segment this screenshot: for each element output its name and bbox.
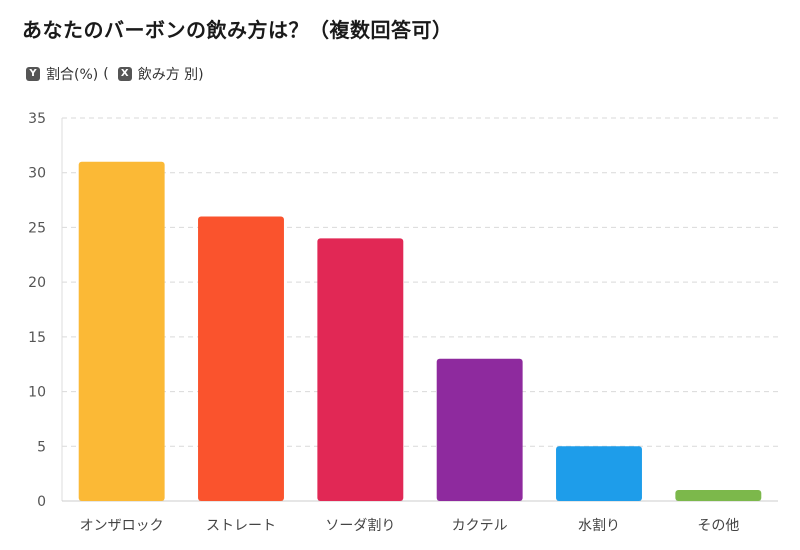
- x-axis-legend-label: 飲み方 別): [137, 67, 204, 83]
- y-tick-label: 25: [28, 220, 46, 236]
- bar: [675, 490, 762, 501]
- x-axis-key-badge: X: [117, 67, 132, 81]
- x-category-label: ソーダ割り: [325, 517, 395, 534]
- y-axis-legend-label: 割合(%): [46, 67, 99, 83]
- x-category-label: オンザロック: [80, 518, 164, 534]
- y-tick-label: 5: [37, 439, 46, 455]
- y-axis-key-badge: Y: [26, 67, 40, 81]
- bar: [436, 358, 523, 501]
- x-category-label: ストレート: [206, 518, 276, 534]
- y-tick-label: 0: [37, 494, 46, 510]
- y-tick-label: 15: [28, 330, 46, 346]
- bar: [198, 216, 284, 501]
- legend: Y 割合(%) ( X 飲み方 別): [26, 64, 204, 84]
- x-category-label: カクテル: [452, 518, 508, 534]
- y-tick-label: 30: [28, 166, 46, 182]
- bar: [556, 446, 642, 501]
- y-tick-label: 10: [28, 385, 46, 401]
- legend-paren: (: [103, 66, 109, 82]
- x-category-label: その他: [697, 518, 739, 534]
- chart-title: あなたのバーボンの飲み方は？（複数回答可）: [22, 18, 453, 42]
- y-tick-label: 35: [28, 111, 46, 127]
- bar: [78, 161, 165, 501]
- bar: [317, 238, 404, 501]
- y-tick-label: 20: [28, 275, 46, 291]
- x-category-label: 水割り: [578, 517, 620, 534]
